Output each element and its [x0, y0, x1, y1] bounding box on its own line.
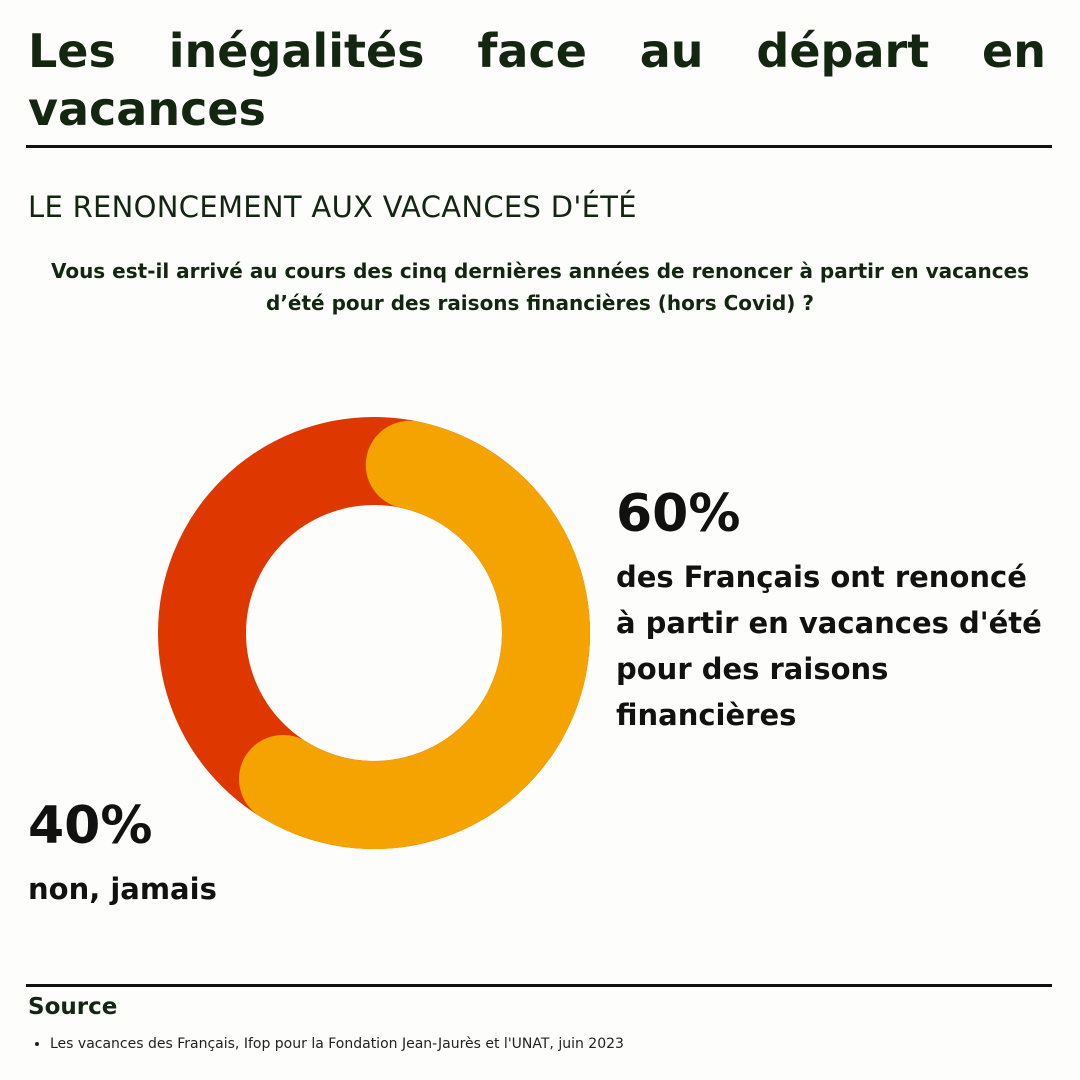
no-percentage: 40%: [28, 796, 153, 856]
source-list: Les vacances des Français, Ifop pour la …: [28, 1034, 624, 1054]
source-item: Les vacances des Français, Ifop pour la …: [50, 1034, 624, 1054]
survey-question: Vous est-il arrivé au cours des cinq der…: [50, 259, 1030, 315]
title-divider: [26, 145, 1052, 148]
yes-description: des Français ont renoncé à partir en vac…: [616, 560, 1042, 732]
section-subtitle: LE RENONCEMENT AUX VACANCES D'ÉTÉ: [28, 190, 637, 224]
donut-slice-yes: [158, 417, 590, 849]
source-divider: [26, 984, 1052, 987]
yes-percentage: 60%: [616, 484, 741, 544]
page-title: Les inégalités face au départ en vacance…: [28, 24, 1046, 136]
no-description: non, jamais: [28, 872, 217, 906]
source-heading: Source: [28, 994, 118, 1020]
